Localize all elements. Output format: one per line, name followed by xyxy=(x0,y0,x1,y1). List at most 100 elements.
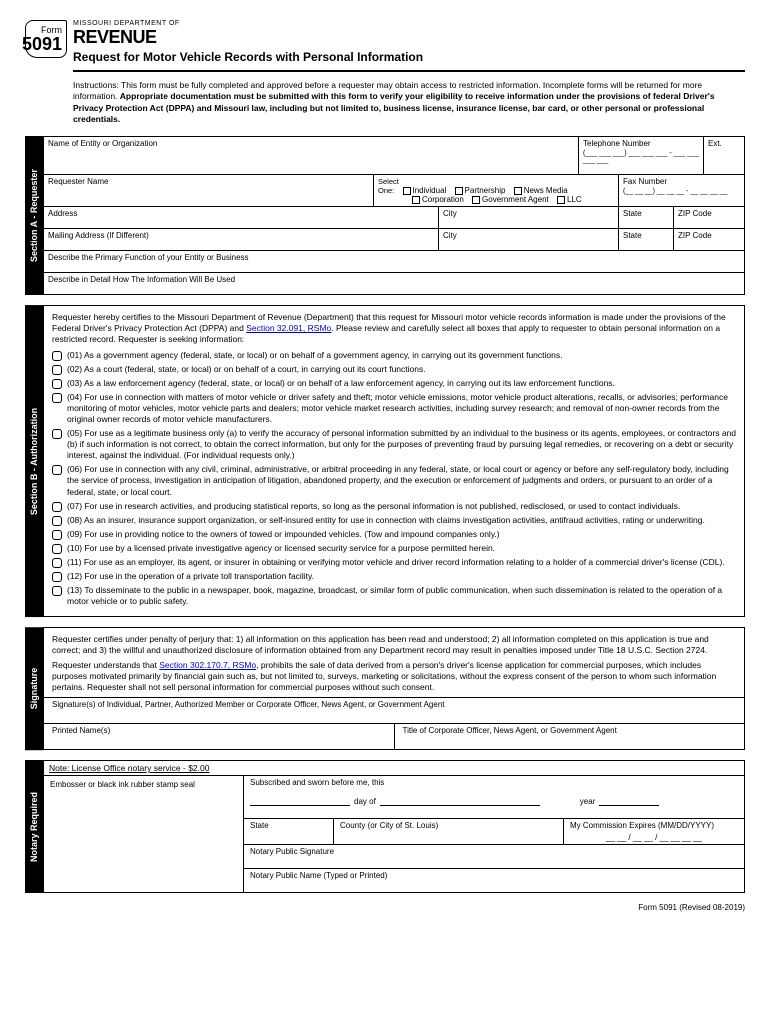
np-name[interactable]: Notary Public Name (Typed or Printed) xyxy=(250,871,387,880)
auth-checkbox-1[interactable] xyxy=(52,351,62,361)
year-label: year xyxy=(580,797,596,806)
auth-text-5: (05) For use as a legitimate business on… xyxy=(67,428,736,461)
title-field[interactable]: Title of Corporate Officer, News Agent, … xyxy=(395,724,745,749)
zip2-label[interactable]: ZIP Code xyxy=(678,231,740,240)
auth-text-2: (02) As a court (federal, state, or loca… xyxy=(67,364,736,375)
year-blank[interactable] xyxy=(599,805,659,806)
month-blank[interactable] xyxy=(380,805,540,806)
notary-county[interactable]: County (or City of St. Louis) xyxy=(334,819,564,844)
auth-checkbox-2[interactable] xyxy=(52,365,62,375)
und-link[interactable]: Section 302.170.7, RSMo xyxy=(159,660,256,670)
auth-text-13: (13) To disseminate to the public in a n… xyxy=(67,585,736,607)
auth-item-1: (01) As a government agency (federal, st… xyxy=(52,350,736,361)
form-title: Request for Motor Vehicle Records with P… xyxy=(73,50,745,64)
corp-label: Corporation xyxy=(422,195,464,204)
notary-state[interactable]: State xyxy=(244,819,334,844)
individual-checkbox[interactable] xyxy=(403,187,411,195)
auth-item-11: (11) For use as an employer, its agent, … xyxy=(52,557,736,568)
form-number: 5091 xyxy=(22,34,62,55)
auth-item-10: (10) For use by a licensed private inves… xyxy=(52,543,736,554)
subscribed-label: Subscribed and sworn before me, this xyxy=(250,778,738,787)
mailing-label[interactable]: Mailing Address (If Different) xyxy=(48,231,434,240)
state2-label[interactable]: State xyxy=(623,231,669,240)
np-sig[interactable]: Notary Public Signature xyxy=(250,847,334,856)
section-b-intro: Requester hereby certifies to the Missou… xyxy=(52,312,736,345)
auth-text-9: (09) For use in providing notice to the … xyxy=(67,529,736,540)
corp-checkbox[interactable] xyxy=(412,196,420,204)
state-label[interactable]: State xyxy=(623,209,669,218)
auth-text-1: (01) As a government agency (federal, st… xyxy=(67,350,736,361)
auth-text-12: (12) For use in the operation of a priva… xyxy=(67,571,736,582)
auth-checkbox-4[interactable] xyxy=(52,393,62,403)
auth-text-3: (03) As a law enforcement agency (federa… xyxy=(67,378,736,389)
instructions: Instructions: This form must be fully co… xyxy=(73,80,745,126)
auth-checkbox-5[interactable] xyxy=(52,429,62,439)
auth-item-5: (05) For use as a legitimate business on… xyxy=(52,428,736,461)
llc-label: LLC xyxy=(567,195,582,204)
sig-field[interactable]: Signature(s) of Individual, Partner, Aut… xyxy=(44,698,744,723)
entity-label[interactable]: Name of Entity or Organization xyxy=(48,139,574,148)
auth-text-7: (07) For use in research activities, and… xyxy=(67,501,736,512)
section-a: Section A - Requester Name of Entity or … xyxy=(25,136,745,295)
auth-item-7: (07) For use in research activities, and… xyxy=(52,501,736,512)
ext-label[interactable]: Ext. xyxy=(708,139,740,148)
auth-checkbox-13[interactable] xyxy=(52,586,62,596)
state-outline-icon: Form 5091 xyxy=(25,20,67,58)
footer: Form 5091 (Revised 08-2019) xyxy=(25,903,745,912)
section-a-label: Section A - Requester xyxy=(25,136,43,295)
day-blank[interactable] xyxy=(250,805,350,806)
notary-note: Note: License Office notary service - $2… xyxy=(43,761,745,776)
form-header: Form 5091 MISSOURI DEPARTMENT OF REVENUE… xyxy=(25,20,745,72)
auth-checkbox-12[interactable] xyxy=(52,572,62,582)
auth-text-4: (04) For use in connection with matters … xyxy=(67,392,736,425)
auth-text-8: (08) As an insurer, insurance support or… xyxy=(67,515,736,526)
select-one-label: SelectOne: xyxy=(378,177,399,195)
auth-item-4: (04) For use in connection with matters … xyxy=(52,392,736,425)
auth-checkbox-9[interactable] xyxy=(52,530,62,540)
fax-label[interactable]: Fax Number xyxy=(623,177,740,186)
department-name: MISSOURI DEPARTMENT OF xyxy=(73,20,745,27)
auth-checkbox-8[interactable] xyxy=(52,516,62,526)
auth-checkbox-3[interactable] xyxy=(52,379,62,389)
auth-text-6: (06) For use in connection with any civi… xyxy=(67,464,736,497)
section-signature: Signature Requester certifies under pena… xyxy=(25,627,745,750)
embosser-area: Embosser or black ink rubber stamp seal xyxy=(44,776,244,892)
auth-text-10: (10) For use by a licensed private inves… xyxy=(67,543,736,554)
city-label[interactable]: City xyxy=(443,209,614,218)
auth-checkbox-11[interactable] xyxy=(52,558,62,568)
detail-label[interactable]: Describe in Detail How The Information W… xyxy=(48,275,740,284)
intro-link[interactable]: Section 32.091, RSMo xyxy=(246,323,331,333)
news-label: News Media xyxy=(524,186,568,195)
gov-checkbox[interactable] xyxy=(472,196,480,204)
cert-text: Requester certifies under penalty of per… xyxy=(52,634,736,656)
address-label[interactable]: Address xyxy=(48,209,434,218)
revenue-logo: REVENUE xyxy=(73,27,745,48)
city2-label[interactable]: City xyxy=(443,231,614,240)
instructions-bold: Appropriate documentation must be submit… xyxy=(73,91,715,124)
llc-checkbox[interactable] xyxy=(557,196,565,204)
partnership-checkbox[interactable] xyxy=(455,187,463,195)
auth-item-3: (03) As a law enforcement agency (federa… xyxy=(52,378,736,389)
und-pre: Requester understands that xyxy=(52,660,159,670)
primary-label[interactable]: Describe the Primary Function of your En… xyxy=(48,253,740,262)
auth-checkbox-6[interactable] xyxy=(52,465,62,475)
auth-checkbox-10[interactable] xyxy=(52,544,62,554)
news-checkbox[interactable] xyxy=(514,187,522,195)
auth-item-2: (02) As a court (federal, state, or loca… xyxy=(52,364,736,375)
auth-checkbox-7[interactable] xyxy=(52,502,62,512)
section-b: Section B - Authorization Requester here… xyxy=(25,305,745,617)
individual-label: Individual xyxy=(413,186,447,195)
requester-label[interactable]: Requester Name xyxy=(48,177,369,186)
auth-item-13: (13) To disseminate to the public in a n… xyxy=(52,585,736,607)
understands-text: Requester understands that Section 302.1… xyxy=(52,660,736,693)
phone-label[interactable]: Telephone Number xyxy=(583,139,699,148)
notary-expires[interactable]: My Commission Expires (MM/DD/YYYY)__ __ … xyxy=(564,819,744,844)
auth-text-11: (11) For use as an employer, its agent, … xyxy=(67,557,736,568)
zip-label[interactable]: ZIP Code xyxy=(678,209,740,218)
auth-item-6: (06) For use in connection with any civi… xyxy=(52,464,736,497)
auth-item-12: (12) For use in the operation of a priva… xyxy=(52,571,736,582)
section-notary: Notary Required Note: License Office not… xyxy=(25,760,745,893)
day-of: day of xyxy=(354,797,376,806)
printed-field[interactable]: Printed Name(s) xyxy=(44,724,395,749)
notary-label: Notary Required xyxy=(25,760,43,893)
